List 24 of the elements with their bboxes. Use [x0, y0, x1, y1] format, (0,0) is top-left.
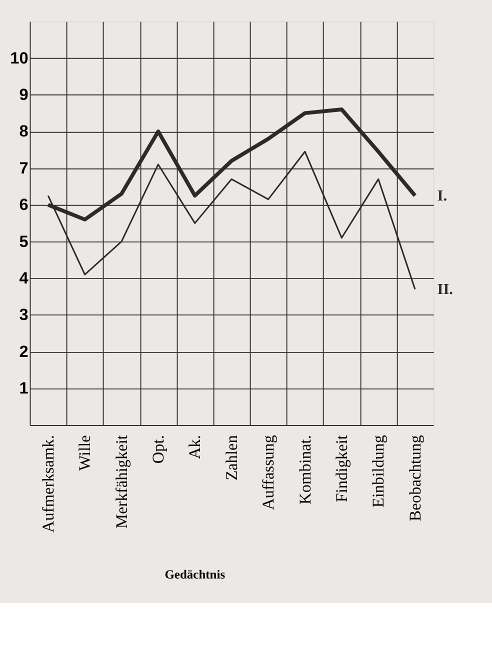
y-tick-label: 2 — [19, 342, 28, 361]
x-tick-label: Einbildung — [368, 435, 388, 508]
y-tick-label: 3 — [19, 306, 28, 324]
y-tick-label: 5 — [19, 232, 28, 251]
x-tick-label: Merkfähigkeit — [112, 434, 131, 528]
x-tick-label: Aufmerksamk. — [38, 435, 58, 533]
x-tick-label: Kombinat. — [295, 435, 314, 504]
y-tick-label: 1 — [19, 380, 28, 398]
y-tick-label: 7 — [19, 159, 28, 178]
x-tick-label: Findigkeit — [332, 434, 351, 502]
x-tick-label: Auffassung — [258, 435, 278, 510]
text: Gedächtnis — [164, 568, 226, 582]
x-tick-label: Zahlen — [222, 435, 241, 480]
y-tick-label: 9 — [19, 86, 28, 104]
y-tick-label: 4 — [19, 270, 28, 288]
x-tick-label: Beobachtung — [405, 435, 424, 522]
x-tick-label: Opt. — [148, 435, 168, 464]
y-tick-label: 10 — [10, 49, 28, 68]
y-tick-label: 8 — [19, 122, 28, 141]
x-tick-label: Ak. — [185, 435, 204, 460]
y-tick-label: 6 — [19, 196, 28, 214]
series-label: I. — [437, 187, 448, 204]
x-tick-label: Wille — [75, 435, 94, 471]
series-label: II. — [437, 281, 454, 298]
